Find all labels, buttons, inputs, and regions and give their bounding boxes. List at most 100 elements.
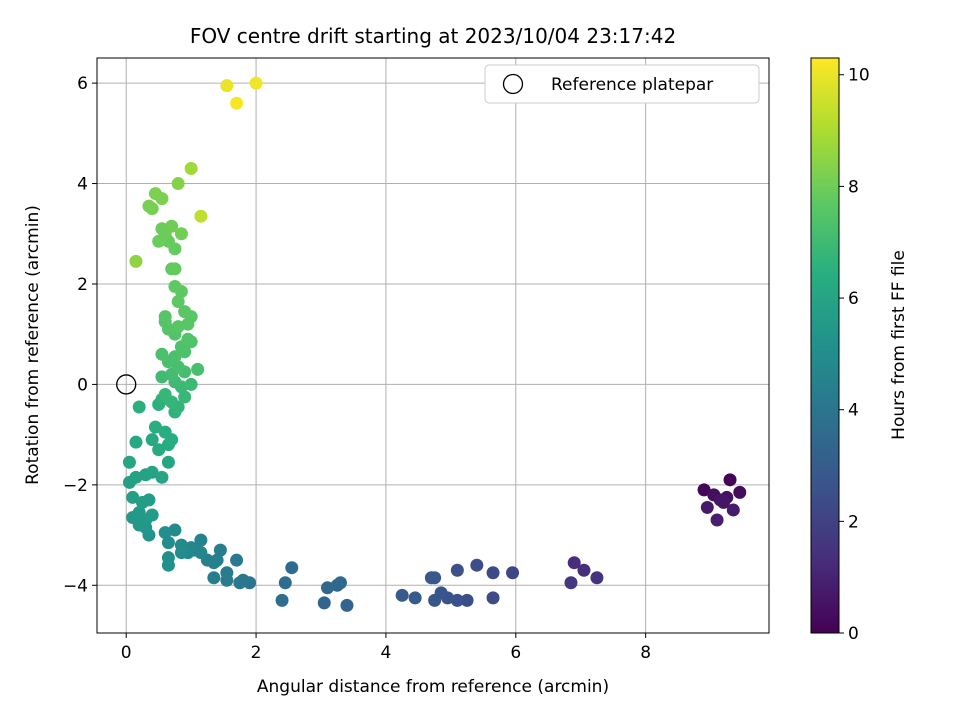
- data-point: [486, 566, 500, 580]
- data-point: [168, 262, 182, 276]
- data-points: [116, 76, 747, 612]
- data-point: [178, 390, 192, 404]
- reference-platepar-marker: [116, 374, 137, 395]
- y-tick-label: 4: [77, 175, 88, 195]
- data-point: [194, 533, 208, 547]
- data-point: [126, 490, 140, 504]
- y-tick-label: 6: [77, 74, 88, 94]
- data-point: [723, 473, 737, 487]
- data-point: [174, 546, 188, 560]
- colorbar-tick-label: 6: [848, 289, 859, 309]
- data-point: [155, 470, 169, 484]
- data-point: [470, 558, 484, 572]
- data-point: [155, 370, 169, 384]
- colorbar-tick-label: 4: [848, 401, 859, 421]
- data-point: [142, 199, 156, 213]
- data-point: [171, 177, 185, 191]
- data-point: [450, 593, 464, 607]
- data-point: [129, 254, 143, 268]
- data-point: [165, 219, 179, 233]
- data-point: [168, 279, 182, 293]
- data-point: [236, 573, 250, 587]
- data-point: [155, 222, 169, 236]
- y-tick-label: −4: [63, 576, 88, 596]
- colorbar-label: Hours from first FF file: [889, 250, 909, 440]
- data-point: [275, 593, 289, 607]
- data-point: [161, 455, 175, 469]
- data-point: [184, 377, 198, 391]
- data-point: [132, 400, 146, 414]
- data-point: [726, 503, 740, 517]
- x-axis-label: Angular distance from reference (arcmin): [257, 677, 609, 697]
- y-tick-label: 2: [77, 275, 88, 295]
- plot-frame: [96, 57, 770, 634]
- data-point: [148, 187, 162, 201]
- data-point: [184, 161, 198, 175]
- data-point: [486, 591, 500, 605]
- data-point: [733, 485, 747, 499]
- data-point: [135, 495, 149, 509]
- data-point: [424, 571, 438, 585]
- data-point: [158, 425, 172, 439]
- x-tick-label: 6: [510, 643, 521, 663]
- data-point: [285, 561, 299, 575]
- data-point: [171, 360, 185, 374]
- data-point: [145, 508, 159, 522]
- data-point: [278, 576, 292, 590]
- data-point: [174, 227, 188, 241]
- data-point: [577, 563, 591, 577]
- data-point: [161, 536, 175, 550]
- data-point: [220, 573, 234, 587]
- legend-label-reference: Reference platepar: [551, 75, 713, 95]
- data-point: [158, 526, 172, 540]
- data-point: [450, 563, 464, 577]
- data-point: [158, 387, 172, 401]
- legend-box: [484, 64, 760, 104]
- data-point: [191, 362, 205, 376]
- y-tick-label: −2: [63, 476, 88, 496]
- data-point: [317, 596, 331, 610]
- data-point: [122, 455, 136, 469]
- legend: Reference platepar: [484, 64, 760, 104]
- data-point: [129, 470, 143, 484]
- data-point: [145, 433, 159, 447]
- data-point: [155, 347, 169, 361]
- data-point: [171, 320, 185, 334]
- x-tick-label: 4: [381, 643, 392, 663]
- data-point: [181, 332, 195, 346]
- data-point: [564, 576, 578, 590]
- colorbar-ticks: 0 2 4 6 8 10: [839, 66, 870, 644]
- data-point: [249, 76, 263, 90]
- data-point: [460, 593, 474, 607]
- data-point: [171, 295, 185, 309]
- data-point: [506, 566, 520, 580]
- legend-marker-reference: [502, 73, 524, 95]
- data-point: [340, 598, 354, 612]
- colorbar-tick-label: 2: [848, 512, 859, 532]
- colorbar: 0 2 4 6 8 10 Hours from first FF file: [810, 57, 909, 644]
- data-point: [700, 500, 714, 514]
- x-tick-label: 0: [121, 643, 132, 663]
- data-point: [168, 523, 182, 537]
- data-point: [145, 465, 159, 479]
- data-point: [320, 581, 334, 595]
- y-tick-label: 0: [77, 375, 88, 395]
- colorbar-tick-label: 8: [848, 177, 859, 197]
- data-point: [590, 571, 604, 585]
- data-point: [158, 310, 172, 324]
- data-point: [152, 443, 166, 457]
- data-point: [230, 553, 244, 567]
- data-point: [408, 591, 422, 605]
- axes: [96, 57, 770, 634]
- x-tick-label: 2: [251, 643, 262, 663]
- data-point: [333, 576, 347, 590]
- axis-ticks: 0 2 4 6 8 −4 −2 0 2 4 6: [63, 74, 651, 663]
- data-point: [148, 420, 162, 434]
- data-point: [220, 79, 234, 93]
- colorbar-tick-label: 0: [848, 624, 859, 644]
- colorbar-gradient: [810, 57, 840, 634]
- data-point: [207, 571, 221, 585]
- data-point: [194, 209, 208, 223]
- data-point: [697, 483, 711, 497]
